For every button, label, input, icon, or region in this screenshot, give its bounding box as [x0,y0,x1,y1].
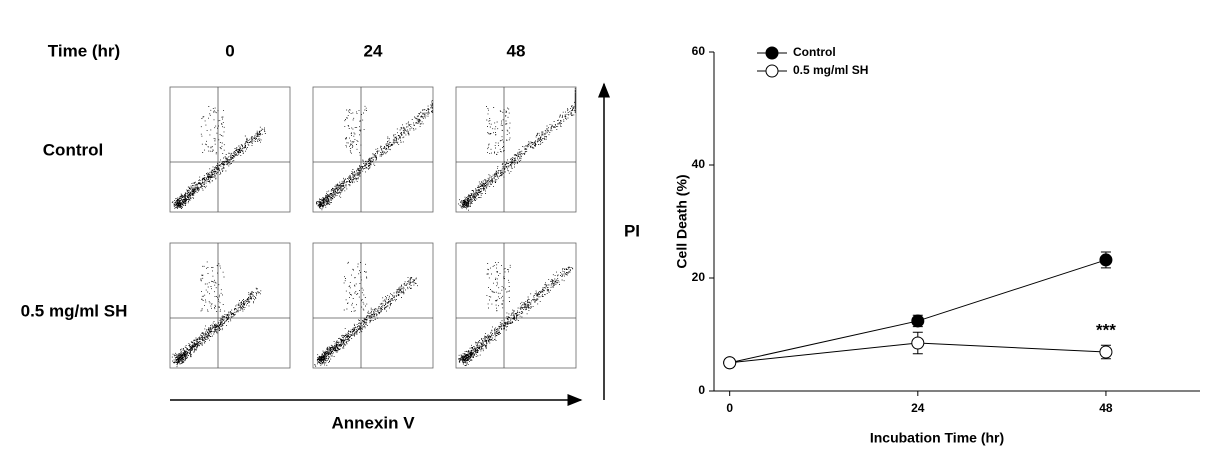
data-point [911,336,925,350]
legend-marker [765,64,779,78]
dot-plot-frame [312,242,434,369]
data-point [723,356,737,370]
flow-panel: Time (hr) Control 0.5 mg/ml SH Annexin V… [21,41,640,432]
x-tick-label: 24 [911,401,925,415]
column-header: 0 [225,41,234,60]
legend-label: 0.5 mg/ml SH [793,63,868,77]
dot-cloud [171,106,266,210]
dot-plot-frame [312,86,434,213]
dot-plot-frame [455,86,577,213]
legend-label: Control [793,45,836,59]
y-axis-label: Cell Death (%) [674,174,690,268]
column-header: 48 [507,41,526,60]
data-point [1099,253,1113,267]
column-header-label: Time (hr) [48,41,120,60]
dot-cloud [171,261,262,368]
data-point [911,314,925,328]
row-label: Control [43,140,103,159]
row-label: 0.5 mg/ml SH [21,301,128,320]
legend-marker [765,46,779,60]
dot-plot-frame [169,86,291,213]
annotation: *** [1096,321,1116,340]
x-tick-label: 0 [726,401,733,415]
y-tick-label: 0 [698,383,705,397]
dot-cloud [314,261,418,367]
data-point [1099,345,1113,359]
dot-cloud [458,87,576,211]
y-axis-label: PI [624,221,640,240]
x-tick-label: 48 [1099,401,1113,415]
dot-cloud [458,261,574,366]
x-axis-label: Incubation Time (hr) [870,430,1004,446]
y-tick-label: 60 [692,44,706,58]
x-axis-label: Annexin V [331,413,415,432]
y-tick-label: 40 [692,157,706,171]
dot-cloud [316,100,433,211]
dot-plot-frame [455,242,577,369]
column-header: 24 [364,41,383,60]
dot-plot-frame [169,242,291,369]
y-tick-label: 20 [692,270,706,284]
line-chart: 0 20 40 60 0 24 48 Incubation Time (hr) Cell Dea… [674,44,1200,446]
